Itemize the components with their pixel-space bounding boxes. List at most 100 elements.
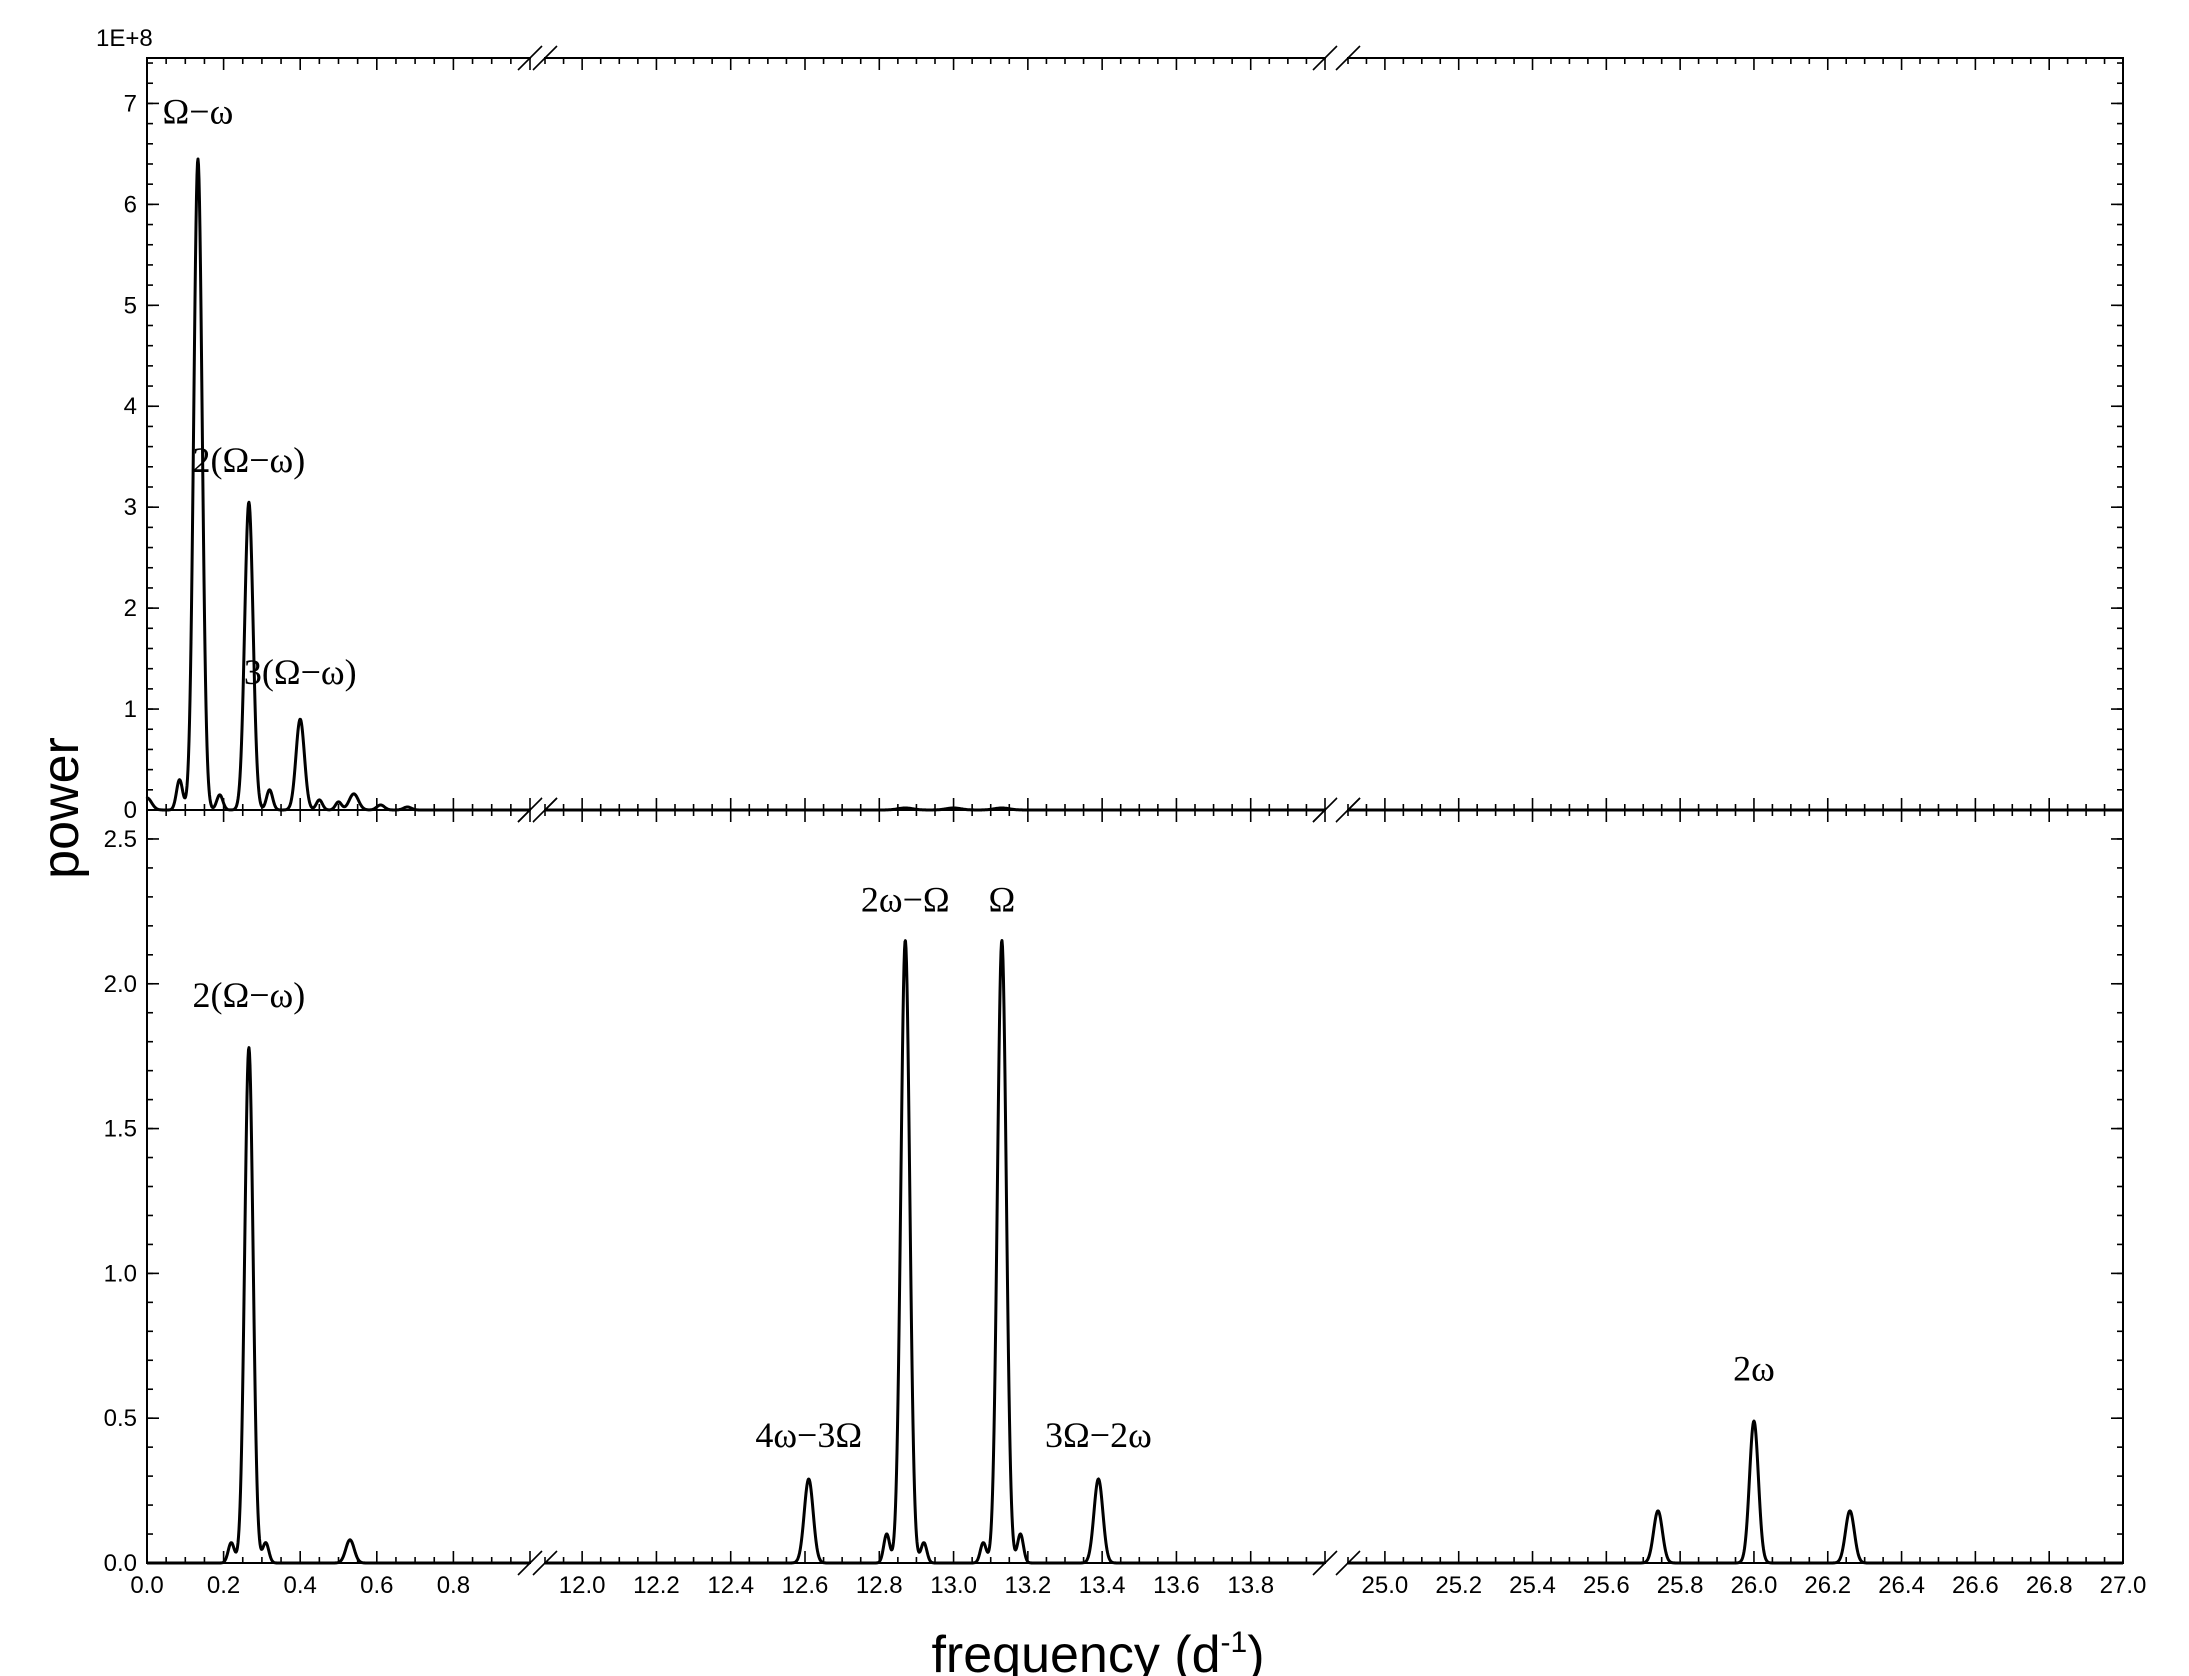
x-tick-label: 25.4 bbox=[1509, 1572, 1556, 1599]
top-peak-point bbox=[299, 717, 302, 721]
tick-labels: 0 1 2 3 4 5 6 7 0.0 0.5 1.0 1.5 2.0 2.5 0.0 0.2 0.4 0.6 0.… bbox=[104, 90, 2147, 1599]
axis-break-marks bbox=[517, 45, 1361, 1576]
bottom-y-tick-label: 1.5 bbox=[104, 1116, 137, 1143]
bottom-peak-point bbox=[1097, 1477, 1100, 1481]
break-slash bbox=[1335, 797, 1361, 823]
top-peak-point bbox=[196, 157, 200, 161]
break-gap bbox=[1326, 1551, 1347, 1575]
x-tick-label: 27.0 bbox=[2100, 1572, 2147, 1599]
top-y-tick-label: 3 bbox=[124, 494, 137, 521]
top-panel-frame bbox=[146, 57, 2124, 811]
x-tick-label: 0.2 bbox=[207, 1572, 240, 1599]
break-slash bbox=[1312, 797, 1338, 823]
top-peak-point bbox=[268, 788, 271, 792]
x-axis-title-main: frequency (d bbox=[931, 1626, 1220, 1676]
bottom-y-tick-label: 2.5 bbox=[104, 826, 137, 853]
top-y-tick-label: 7 bbox=[124, 90, 137, 117]
bottom-peak-point bbox=[885, 1532, 888, 1536]
x-tick-label: 26.2 bbox=[1804, 1572, 1851, 1599]
bottom-spectrum-line bbox=[146, 939, 2124, 1565]
bottom-peak-point bbox=[1848, 1509, 1852, 1513]
top-peak-point bbox=[247, 500, 251, 504]
top-y-tick-label: 1 bbox=[124, 696, 137, 723]
break-gap bbox=[531, 798, 544, 822]
x-tick-label: 13.6 bbox=[1153, 1572, 1200, 1599]
x-tick-label: 26.8 bbox=[2026, 1572, 2073, 1599]
top-spectrum-line bbox=[146, 157, 2124, 812]
top-peak-point bbox=[318, 798, 321, 802]
bottom-peak-point bbox=[348, 1538, 352, 1542]
x-axis-title-sup: -1 bbox=[1221, 1626, 1248, 1659]
x-tick-label: 13.8 bbox=[1227, 1572, 1274, 1599]
bottom-peak-point bbox=[1656, 1509, 1660, 1513]
bottom-peak-point bbox=[904, 939, 907, 942]
top-peak-point bbox=[904, 806, 907, 810]
break-gap bbox=[1326, 798, 1347, 822]
x-tick-label: 12.6 bbox=[782, 1572, 829, 1599]
top-y-tick-label: 2 bbox=[124, 595, 137, 622]
break-slash bbox=[517, 45, 543, 71]
x-axis-title: frequency (d-1) bbox=[931, 1626, 1264, 1676]
top-peak-point bbox=[1000, 806, 1004, 810]
x-tick-label: 12.4 bbox=[707, 1572, 754, 1599]
top-peak-point bbox=[952, 806, 955, 810]
top-peak-point bbox=[178, 778, 181, 781]
x-tick-label: 12.8 bbox=[856, 1572, 903, 1599]
bottom-peak-label: 2ω bbox=[1733, 1349, 1775, 1389]
break-slash bbox=[1312, 45, 1338, 71]
bottom-peak-label: Ω bbox=[988, 879, 1015, 919]
peak-annotations: Ω−ω 2(Ω−ω) 3(Ω−ω) 2(Ω−ω) 4ω−3Ω 2ω−Ω Ω 3Ω−2ω 2ω bbox=[163, 92, 1775, 1456]
x-tick-label: 25.6 bbox=[1583, 1572, 1630, 1599]
top-peak-label: Ω−ω bbox=[163, 92, 234, 132]
break-slash bbox=[532, 797, 558, 823]
x-tick-label: 0.6 bbox=[360, 1572, 393, 1599]
bottom-y-tick-label: 1.0 bbox=[104, 1260, 137, 1287]
bottom-peak-point bbox=[1019, 1532, 1022, 1536]
top-peak-point bbox=[352, 792, 356, 796]
top-peak-label: 2(Ω−ω) bbox=[193, 440, 306, 480]
break-slash bbox=[1335, 45, 1361, 71]
x-tick-label: 0.8 bbox=[437, 1572, 470, 1599]
x-tick-label: 13.2 bbox=[1004, 1572, 1051, 1599]
x-tick-label: 25.2 bbox=[1435, 1572, 1482, 1599]
top-peak-point bbox=[379, 803, 382, 807]
x-tick-label: 0.4 bbox=[284, 1572, 317, 1599]
top-peak-point bbox=[406, 805, 409, 809]
break-gap bbox=[531, 1551, 544, 1575]
break-slash bbox=[1312, 1550, 1338, 1576]
bottom-peak-point bbox=[247, 1046, 251, 1049]
spectrum-curves bbox=[145, 157, 2124, 1565]
x-tick-label: 12.0 bbox=[559, 1572, 606, 1599]
bottom-y-tick-label: 0.0 bbox=[104, 1550, 137, 1577]
top-peak-point bbox=[145, 796, 149, 800]
bottom-peak-point bbox=[264, 1541, 267, 1544]
break-gap bbox=[1326, 46, 1347, 70]
top-peak-point bbox=[337, 800, 340, 804]
x-tick-label: 26.0 bbox=[1731, 1572, 1778, 1599]
x-tick-label: 25.8 bbox=[1657, 1572, 1704, 1599]
bottom-peak-label: 2ω−Ω bbox=[861, 879, 950, 919]
bottom-peak-label: 2(Ω−ω) bbox=[193, 975, 306, 1015]
break-slash bbox=[532, 1550, 558, 1576]
top-y-tick-label: 0 bbox=[124, 797, 137, 824]
x-tick-label: 12.2 bbox=[633, 1572, 680, 1599]
bottom-peak-point bbox=[807, 1477, 810, 1481]
x-tick-label: 13.4 bbox=[1079, 1572, 1126, 1599]
x-tick-label: 13.0 bbox=[930, 1572, 977, 1599]
top-y-tick-label: 4 bbox=[124, 393, 137, 420]
x-tick-label: 26.4 bbox=[1878, 1572, 1925, 1599]
bottom-peak-label: 4ω−3Ω bbox=[755, 1415, 862, 1455]
bottom-peak-point bbox=[230, 1541, 233, 1544]
top-y-tick-label: 5 bbox=[124, 292, 137, 319]
top-y-tick-label: 6 bbox=[124, 191, 137, 218]
break-slash bbox=[532, 45, 558, 71]
top-peak-label: 3(Ω−ω) bbox=[244, 652, 357, 692]
break-slash bbox=[517, 1550, 543, 1576]
bottom-y-tick-label: 0.5 bbox=[104, 1405, 137, 1432]
bottom-y-tick-label: 2.0 bbox=[104, 971, 137, 998]
bottom-peak-point bbox=[1000, 939, 1004, 942]
top-multiplier-label: 1E+8 bbox=[96, 25, 153, 52]
break-gap bbox=[531, 46, 544, 70]
bottom-peak-point bbox=[1752, 1419, 1756, 1423]
